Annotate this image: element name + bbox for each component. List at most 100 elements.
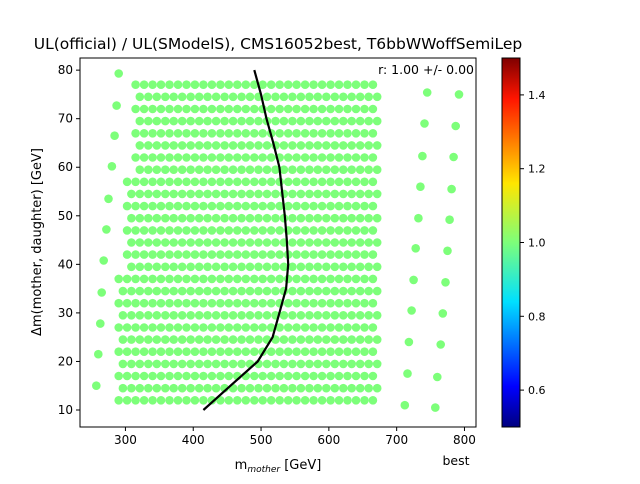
data-point <box>414 213 423 223</box>
data-point <box>343 396 352 405</box>
data-point <box>224 104 234 114</box>
data-point <box>156 129 166 138</box>
data-point <box>169 189 178 199</box>
data-point <box>339 286 348 296</box>
data-point <box>216 347 225 357</box>
data-point <box>292 347 301 357</box>
data-point <box>411 244 421 253</box>
data-point <box>372 262 382 272</box>
data-point <box>372 359 382 369</box>
data-point <box>245 116 255 126</box>
data-point <box>139 298 149 308</box>
data-point <box>199 80 208 89</box>
data-point <box>330 311 340 320</box>
data-point <box>148 323 157 332</box>
data-point <box>288 165 297 174</box>
data-point <box>139 226 149 235</box>
data-point <box>216 226 225 235</box>
data-point <box>330 116 340 126</box>
data-point <box>144 141 153 150</box>
data-point <box>211 262 221 272</box>
data-point <box>144 165 153 174</box>
data-point <box>190 129 200 138</box>
data-point <box>407 306 416 315</box>
data-point <box>343 153 352 162</box>
data-point <box>313 92 323 102</box>
data-point <box>313 165 323 174</box>
best-label: best <box>442 453 469 468</box>
data-point <box>110 131 119 140</box>
y-tick-label: 10 <box>58 403 73 417</box>
data-point <box>135 189 145 199</box>
data-point <box>118 311 128 320</box>
data-point <box>300 129 310 138</box>
data-point <box>194 213 204 223</box>
data-point <box>220 238 229 247</box>
x-tick-label: 400 <box>182 433 205 447</box>
data-point <box>173 396 183 405</box>
data-point <box>233 80 242 89</box>
data-point <box>330 92 340 102</box>
data-point <box>173 129 183 138</box>
data-point <box>148 274 157 284</box>
data-point <box>330 383 340 393</box>
data-point <box>182 298 191 308</box>
data-point <box>339 92 348 102</box>
data-point <box>122 177 132 187</box>
data-point <box>165 104 174 114</box>
data-point <box>305 311 314 320</box>
data-point <box>279 262 289 272</box>
data-point <box>351 153 361 162</box>
data-point <box>156 226 166 235</box>
data-point <box>422 88 432 97</box>
data-point <box>355 311 365 320</box>
data-point <box>313 189 323 199</box>
data-point <box>156 201 166 211</box>
data-point <box>347 262 357 272</box>
data-point <box>148 129 157 138</box>
data-point <box>241 298 251 308</box>
data-point <box>186 213 195 223</box>
data-point <box>207 323 217 332</box>
data-point <box>292 298 301 308</box>
data-point <box>245 189 255 199</box>
data-point <box>161 165 170 174</box>
data-point <box>343 347 352 357</box>
data-point <box>194 116 204 126</box>
data-point <box>449 152 458 162</box>
data-point <box>317 201 327 211</box>
data-point <box>258 80 268 89</box>
data-point <box>161 262 170 272</box>
data-point <box>152 92 162 102</box>
data-point <box>288 286 297 296</box>
data-point <box>241 201 251 211</box>
data-point <box>165 201 174 211</box>
data-point <box>233 250 242 259</box>
data-point <box>409 275 418 285</box>
data-point <box>313 213 323 223</box>
data-point <box>330 359 340 369</box>
data-point <box>190 80 200 89</box>
data-point <box>224 129 234 138</box>
data-point <box>169 262 178 272</box>
data-point <box>165 153 174 162</box>
data-point <box>313 383 323 393</box>
data-point <box>211 311 221 320</box>
data-point <box>139 250 149 259</box>
data-point <box>250 396 259 405</box>
data-point <box>339 335 348 344</box>
y-tick-label: 20 <box>58 354 73 368</box>
data-point <box>300 226 310 235</box>
data-point <box>262 141 272 150</box>
data-point <box>127 335 136 344</box>
data-point <box>347 286 357 296</box>
data-point <box>250 226 259 235</box>
data-point <box>275 396 285 405</box>
data-point <box>186 286 195 296</box>
data-point <box>190 226 200 235</box>
data-point <box>199 104 208 114</box>
data-point <box>364 335 374 344</box>
data-point <box>283 177 293 187</box>
data-point <box>372 92 382 102</box>
data-point <box>326 177 335 187</box>
